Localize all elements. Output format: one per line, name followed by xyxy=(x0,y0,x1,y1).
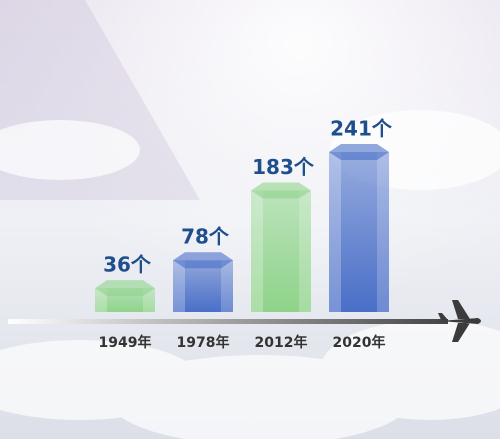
bar-cap xyxy=(251,182,311,199)
bar xyxy=(251,190,311,312)
category-label: 1949年 xyxy=(99,334,152,351)
bar-side xyxy=(173,260,185,312)
bar-side xyxy=(251,190,263,312)
plane-icon xyxy=(438,300,481,342)
bar xyxy=(173,260,233,312)
bar-side xyxy=(299,190,311,312)
bars: 36个 1949年 78个 1978年 183个 2012年 241个 2020年 xyxy=(95,117,393,351)
category-label: 1978年 xyxy=(177,334,230,351)
value-label: 36个 xyxy=(103,253,152,277)
value-label: 241个 xyxy=(330,117,393,141)
bar-cap xyxy=(329,144,389,160)
value-label: 78个 xyxy=(181,225,230,249)
category-label: 2020年 xyxy=(333,334,386,351)
bar-cap xyxy=(173,252,233,269)
category-label: 2012年 xyxy=(255,334,308,351)
bar-side xyxy=(329,152,341,312)
value-label: 183个 xyxy=(252,155,315,179)
bar-cap xyxy=(95,280,155,297)
bar-side xyxy=(221,260,233,312)
bar xyxy=(329,152,389,312)
bar-side xyxy=(377,152,389,312)
timeline xyxy=(8,319,448,324)
